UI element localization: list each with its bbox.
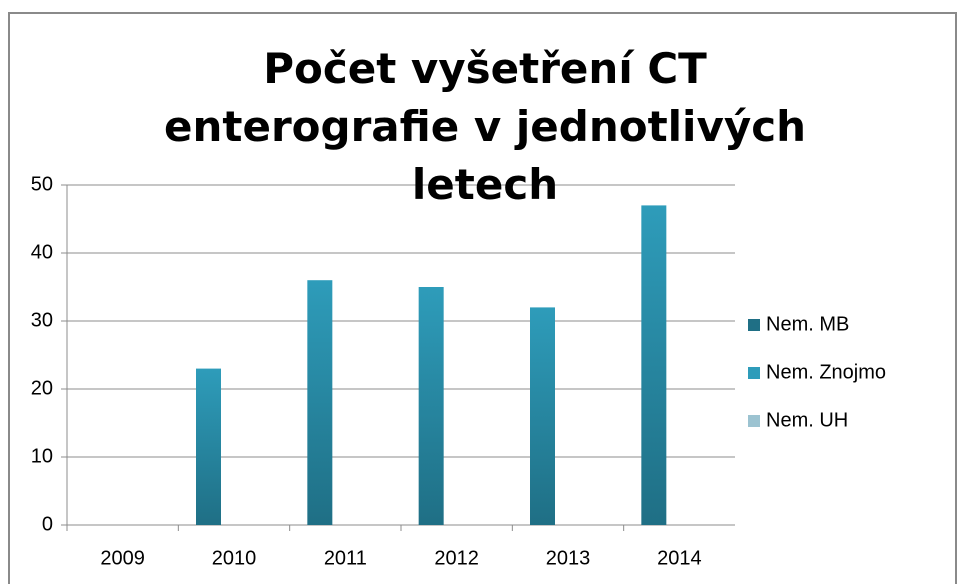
legend-label: Nem. UH (766, 409, 848, 431)
legend-swatch (748, 367, 760, 379)
y-tick-label: 0 (42, 513, 53, 535)
y-tick-label: 40 (31, 241, 53, 263)
bar (641, 205, 667, 525)
y-tick-label: 10 (31, 445, 53, 467)
x-tick-label: 2014 (657, 547, 702, 569)
y-tick-label: 50 (31, 173, 53, 195)
x-tick-label: 2010 (212, 547, 257, 569)
y-tick-label: 20 (31, 377, 53, 399)
legend-label: Nem. Znojmo (766, 361, 886, 383)
legend-swatch (748, 415, 760, 427)
bar (307, 280, 333, 525)
legend-label: Nem. MB (766, 313, 849, 335)
x-tick-label: 2009 (100, 547, 145, 569)
chart-border (8, 12, 957, 584)
x-tick-label: 2012 (434, 547, 479, 569)
bar (196, 368, 221, 525)
bar (530, 307, 555, 525)
legend-swatch (748, 319, 760, 331)
chart-title: Počet vyšetření CT enterografie v jednot… (164, 44, 806, 209)
x-tick-label: 2011 (324, 547, 367, 569)
bar (418, 287, 444, 525)
y-tick-label: 30 (31, 309, 53, 331)
x-tick-label: 2013 (546, 547, 591, 569)
